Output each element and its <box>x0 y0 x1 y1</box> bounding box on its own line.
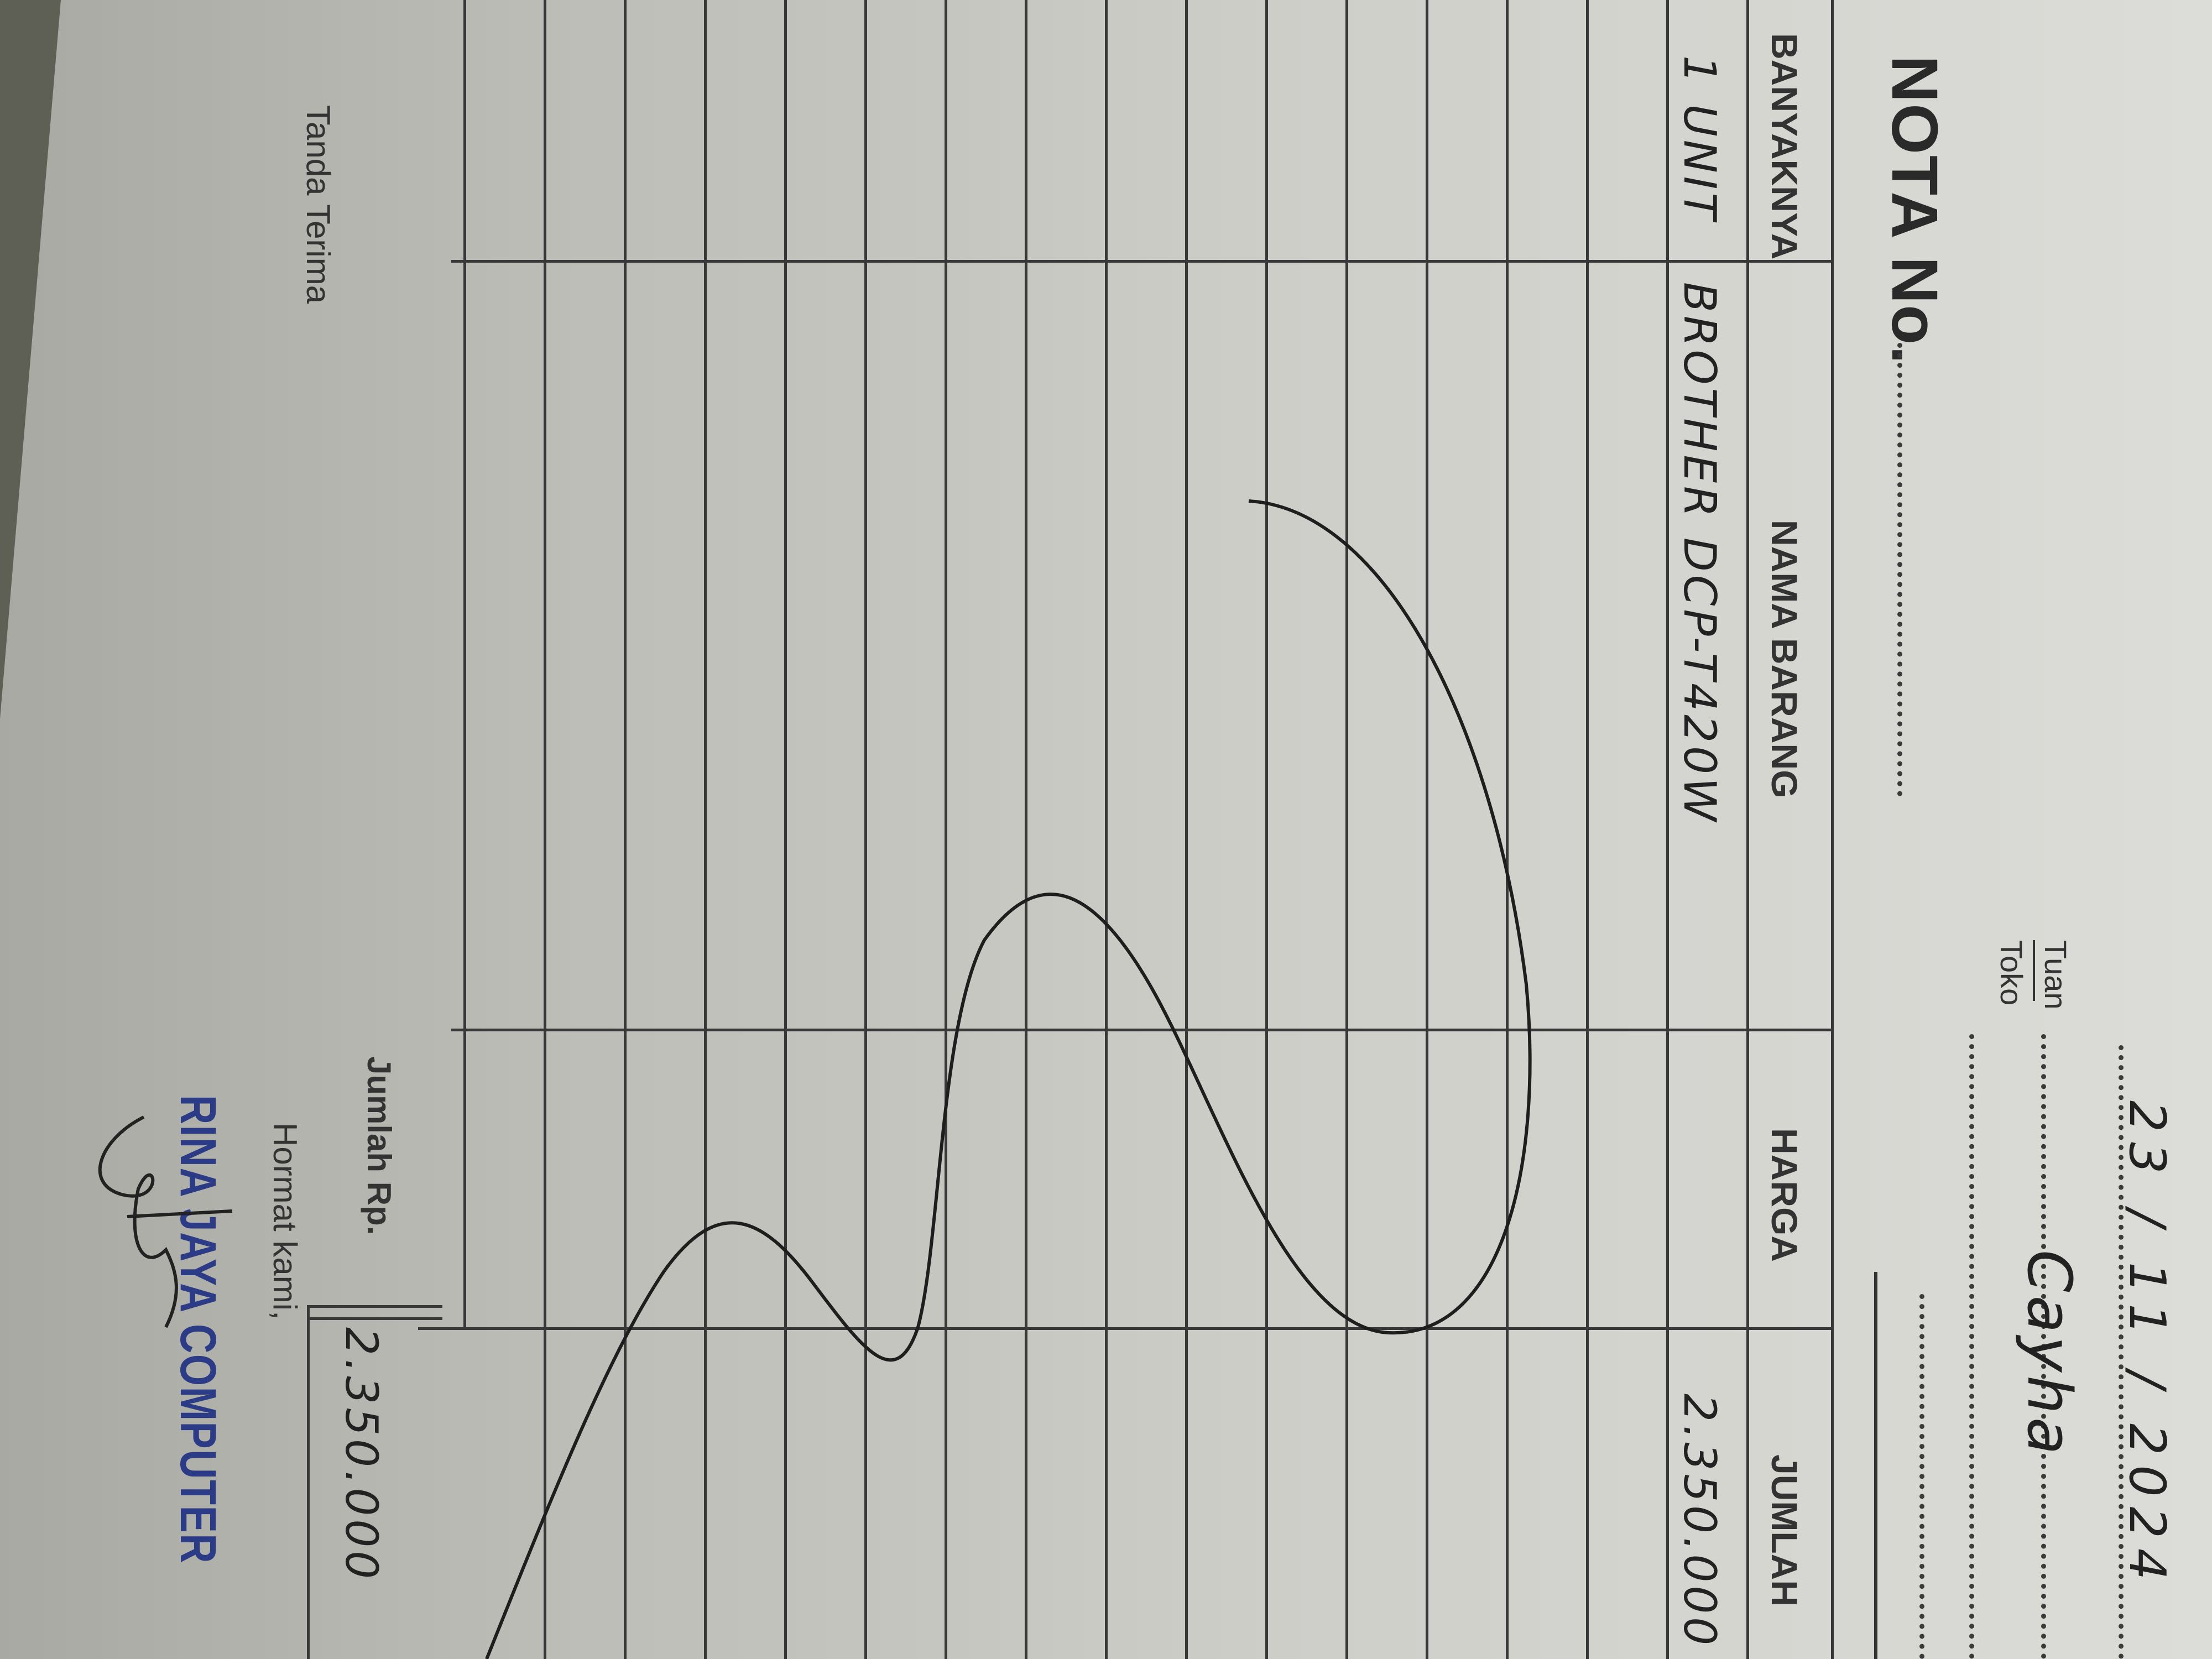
background-edge <box>0 0 61 719</box>
signature <box>98 1115 233 1328</box>
cancel-stroke <box>485 499 1532 1659</box>
